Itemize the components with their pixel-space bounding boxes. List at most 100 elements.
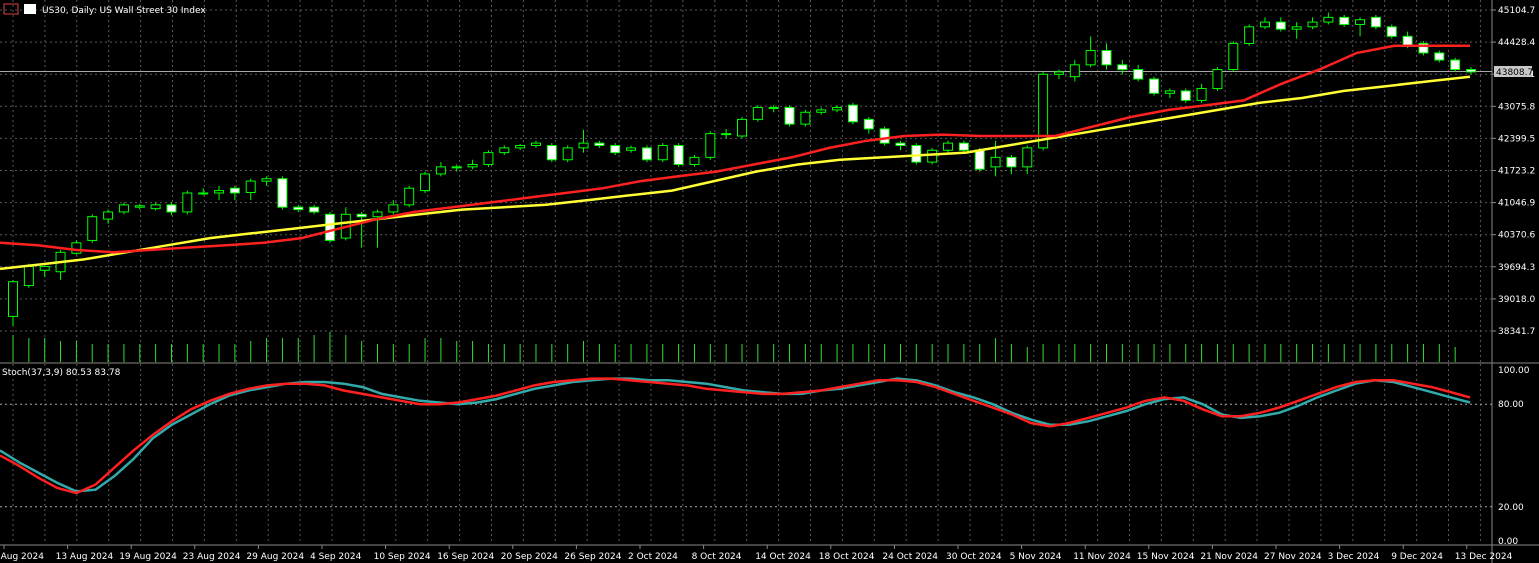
candle bbox=[863, 117, 874, 134]
stochastic-tick-label: 80.00 bbox=[1498, 400, 1524, 410]
price-tick-label: 41723.2 bbox=[1498, 167, 1535, 177]
date-tick-label: 29 Aug 2024 bbox=[246, 552, 304, 562]
candle bbox=[150, 202, 161, 211]
date-tick-label: 18 Oct 2024 bbox=[819, 552, 875, 562]
candle bbox=[958, 140, 969, 153]
candle bbox=[1355, 17, 1366, 37]
candle bbox=[166, 202, 177, 216]
date-tick-label: 27 Nov 2024 bbox=[1264, 552, 1322, 562]
candle bbox=[118, 202, 129, 215]
candle bbox=[1434, 50, 1445, 63]
price-tick-label: 44428.4 bbox=[1498, 38, 1535, 48]
stochastic-tick-label: 100.00 bbox=[1498, 366, 1530, 376]
chart-header: US30, Daily: US Wall Street 30 Index bbox=[3, 3, 206, 16]
svg-text:43808.7: 43808.7 bbox=[1496, 68, 1533, 78]
candle bbox=[800, 109, 811, 127]
candle bbox=[578, 129, 589, 153]
price-tick-label: 39018.0 bbox=[1498, 295, 1535, 305]
date-tick-label: 7 Aug 2024 bbox=[0, 552, 44, 562]
candle bbox=[879, 126, 890, 146]
candle bbox=[309, 204, 320, 215]
stochastic-tick-label: 0.00 bbox=[1498, 537, 1518, 547]
stochastic-tick-label: 20.00 bbox=[1498, 503, 1524, 513]
date-tick-label: 20 Sep 2024 bbox=[501, 552, 558, 562]
date-tick-label: 3 Dec 2024 bbox=[1328, 552, 1380, 562]
date-tick-label: 24 Oct 2024 bbox=[882, 552, 938, 562]
candle bbox=[1117, 60, 1128, 75]
candle bbox=[1244, 24, 1255, 46]
candle bbox=[1085, 36, 1096, 68]
candle bbox=[1323, 12, 1334, 25]
candle bbox=[943, 140, 954, 153]
candle bbox=[1180, 88, 1191, 103]
candle bbox=[1069, 60, 1080, 82]
candle bbox=[356, 211, 367, 248]
date-tick-label: 16 Sep 2024 bbox=[437, 552, 494, 562]
candle bbox=[1149, 76, 1160, 96]
price-tick-label: 45104.7 bbox=[1498, 6, 1535, 16]
candle bbox=[103, 209, 114, 224]
stochastic-axis: 100.00 80.00 20.00 0.00 bbox=[1498, 366, 1530, 547]
date-tick-label: 19 Aug 2024 bbox=[119, 552, 177, 562]
date-tick-label: 2 Oct 2024 bbox=[628, 552, 678, 562]
price-tick-label: 38341.7 bbox=[1498, 327, 1535, 337]
candle bbox=[530, 140, 541, 148]
candle bbox=[467, 159, 478, 170]
candle bbox=[39, 265, 50, 277]
stochastic-main-line bbox=[0, 377, 1471, 493]
candle bbox=[1133, 64, 1144, 82]
candle bbox=[610, 143, 621, 155]
candle bbox=[8, 279, 18, 326]
candle bbox=[245, 178, 256, 201]
candle bbox=[1101, 43, 1112, 70]
date-tick-label: 21 Nov 2024 bbox=[1200, 552, 1258, 562]
candle bbox=[1386, 24, 1397, 39]
candle bbox=[1006, 154, 1017, 174]
date-tick-label: 14 Oct 2024 bbox=[755, 552, 811, 562]
candle bbox=[134, 203, 145, 210]
candle bbox=[895, 140, 906, 151]
candle bbox=[784, 105, 795, 127]
candle bbox=[1053, 69, 1064, 80]
chart-title: US30, Daily: US Wall Street 30 Index bbox=[42, 6, 206, 16]
candle bbox=[293, 204, 304, 212]
date-tick-label: 26 Sep 2024 bbox=[564, 552, 621, 562]
candle bbox=[847, 102, 858, 125]
candle bbox=[832, 105, 843, 113]
date-tick-label: 15 Nov 2024 bbox=[1137, 552, 1195, 562]
candle bbox=[626, 145, 637, 153]
stochastic-signal-line bbox=[0, 377, 1471, 495]
candle bbox=[1196, 83, 1207, 103]
candle bbox=[483, 150, 494, 167]
candle bbox=[911, 143, 922, 165]
candle bbox=[673, 143, 684, 167]
date-tick-label: 11 Nov 2024 bbox=[1073, 552, 1131, 562]
moving-average-fast bbox=[0, 44, 1470, 254]
time-axis: 7 Aug 2024 13 Aug 2024 19 Aug 2024 23 Aug 2… bbox=[0, 545, 1513, 562]
candle bbox=[562, 145, 573, 163]
candle bbox=[372, 209, 383, 248]
candle bbox=[388, 200, 399, 215]
candle bbox=[324, 211, 335, 243]
candle bbox=[1450, 57, 1461, 72]
price-candles bbox=[8, 12, 1476, 326]
candle bbox=[721, 128, 732, 139]
price-tick-label: 43075.8 bbox=[1498, 102, 1535, 112]
candle bbox=[1022, 145, 1033, 174]
date-tick-label: 13 Dec 2024 bbox=[1455, 552, 1513, 562]
chart-window-icon bbox=[24, 4, 36, 14]
date-tick-label: 10 Sep 2024 bbox=[374, 552, 431, 562]
candle bbox=[229, 185, 240, 201]
candle bbox=[1259, 17, 1270, 30]
candle bbox=[546, 143, 557, 163]
candle bbox=[499, 145, 510, 155]
candle bbox=[641, 145, 652, 163]
price-axis: 45104.744428.443752.143075.842399.541723… bbox=[1492, 6, 1535, 337]
candle bbox=[689, 154, 700, 167]
date-tick-label: 23 Aug 2024 bbox=[183, 552, 241, 562]
candle bbox=[1418, 41, 1429, 56]
candle bbox=[451, 164, 462, 172]
date-tick-label: 8 Oct 2024 bbox=[692, 552, 742, 562]
